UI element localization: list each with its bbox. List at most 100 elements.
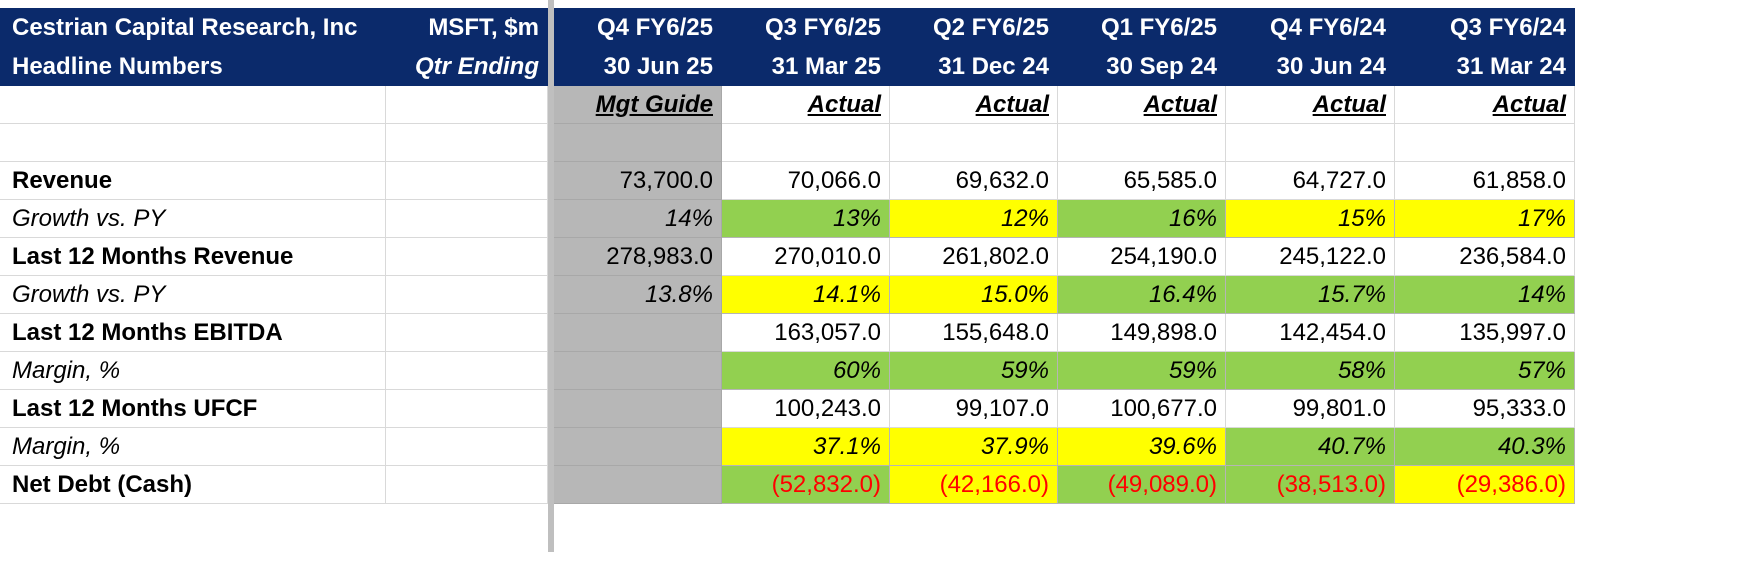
- value-cell[interactable]: 40.3%: [1395, 428, 1575, 466]
- value-cell[interactable]: 73,700.0: [554, 162, 722, 200]
- column-date-header[interactable]: 30 Jun 25: [554, 48, 722, 86]
- empty-cell[interactable]: [386, 352, 548, 390]
- value-cell[interactable]: 70,066.0: [722, 162, 890, 200]
- column-quarter-header[interactable]: Q2 FY6/25: [890, 8, 1058, 48]
- value-cell[interactable]: 58%: [1226, 352, 1395, 390]
- column-date-header[interactable]: 31 Mar 24: [1395, 48, 1575, 86]
- value-cell[interactable]: 261,802.0: [890, 238, 1058, 276]
- value-cell[interactable]: 95,333.0: [1395, 390, 1575, 428]
- empty-cell[interactable]: [1226, 124, 1395, 162]
- value-cell[interactable]: 37.9%: [890, 428, 1058, 466]
- value-cell[interactable]: [554, 428, 722, 466]
- value-cell[interactable]: 15.0%: [890, 276, 1058, 314]
- column-separator[interactable]: [548, 200, 554, 238]
- empty-cell[interactable]: [890, 124, 1058, 162]
- value-cell[interactable]: [554, 352, 722, 390]
- value-cell[interactable]: 15.7%: [1226, 276, 1395, 314]
- empty-cell[interactable]: [386, 314, 548, 352]
- row-label[interactable]: Growth vs. PY: [0, 276, 386, 314]
- empty-cell[interactable]: [386, 86, 548, 124]
- column-basis-label[interactable]: Actual: [722, 86, 890, 124]
- column-separator[interactable]: [548, 86, 554, 124]
- value-cell[interactable]: 163,057.0: [722, 314, 890, 352]
- empty-cell[interactable]: [386, 466, 548, 504]
- value-cell[interactable]: 135,997.0: [1395, 314, 1575, 352]
- value-cell[interactable]: 99,801.0: [1226, 390, 1395, 428]
- empty-cell[interactable]: [1058, 124, 1226, 162]
- empty-cell[interactable]: [0, 124, 386, 162]
- value-cell[interactable]: 61,858.0: [1395, 162, 1575, 200]
- column-quarter-header[interactable]: Q3 FY6/24: [1395, 8, 1575, 48]
- column-basis-label[interactable]: Actual: [890, 86, 1058, 124]
- value-cell[interactable]: 100,677.0: [1058, 390, 1226, 428]
- value-cell[interactable]: 59%: [890, 352, 1058, 390]
- column-separator[interactable]: [548, 466, 554, 504]
- empty-cell[interactable]: [386, 428, 548, 466]
- row-label[interactable]: Margin, %: [0, 352, 386, 390]
- row-label[interactable]: Last 12 Months UFCF: [0, 390, 386, 428]
- value-cell[interactable]: 254,190.0: [1058, 238, 1226, 276]
- value-cell[interactable]: 17%: [1395, 200, 1575, 238]
- empty-cell[interactable]: [1395, 124, 1575, 162]
- row-label[interactable]: Margin, %: [0, 428, 386, 466]
- column-date-header[interactable]: 30 Sep 24: [1058, 48, 1226, 86]
- empty-cell[interactable]: [386, 124, 548, 162]
- column-separator[interactable]: [548, 48, 554, 86]
- value-cell[interactable]: 16.4%: [1058, 276, 1226, 314]
- value-cell[interactable]: (42,166.0): [890, 466, 1058, 504]
- column-basis-label[interactable]: Mgt Guide: [554, 86, 722, 124]
- empty-cell[interactable]: [722, 124, 890, 162]
- empty-cell[interactable]: [0, 86, 386, 124]
- column-separator[interactable]: [548, 352, 554, 390]
- value-cell[interactable]: [554, 466, 722, 504]
- value-cell[interactable]: 149,898.0: [1058, 314, 1226, 352]
- value-cell[interactable]: 14.1%: [722, 276, 890, 314]
- value-cell[interactable]: 245,122.0: [1226, 238, 1395, 276]
- column-separator[interactable]: [548, 390, 554, 428]
- value-cell[interactable]: [554, 390, 722, 428]
- column-basis-label[interactable]: Actual: [1395, 86, 1575, 124]
- row-label[interactable]: Growth vs. PY: [0, 200, 386, 238]
- column-quarter-header[interactable]: Q4 FY6/24: [1226, 8, 1395, 48]
- value-cell[interactable]: 14%: [554, 200, 722, 238]
- value-cell[interactable]: 64,727.0: [1226, 162, 1395, 200]
- value-cell[interactable]: 13.8%: [554, 276, 722, 314]
- value-cell[interactable]: [554, 314, 722, 352]
- value-cell[interactable]: 39.6%: [1058, 428, 1226, 466]
- row-label[interactable]: Net Debt (Cash): [0, 466, 386, 504]
- value-cell[interactable]: 142,454.0: [1226, 314, 1395, 352]
- column-date-header[interactable]: 30 Jun 24: [1226, 48, 1395, 86]
- value-cell[interactable]: 13%: [722, 200, 890, 238]
- column-quarter-header[interactable]: Q3 FY6/25: [722, 8, 890, 48]
- value-cell[interactable]: 14%: [1395, 276, 1575, 314]
- ticker-units[interactable]: MSFT, $m: [386, 8, 548, 48]
- value-cell[interactable]: (29,386.0): [1395, 466, 1575, 504]
- value-cell[interactable]: 155,648.0: [890, 314, 1058, 352]
- column-separator[interactable]: [548, 8, 554, 48]
- row-label[interactable]: Last 12 Months Revenue: [0, 238, 386, 276]
- value-cell[interactable]: 40.7%: [1226, 428, 1395, 466]
- column-quarter-header[interactable]: Q4 FY6/25: [554, 8, 722, 48]
- value-cell[interactable]: 99,107.0: [890, 390, 1058, 428]
- value-cell[interactable]: 57%: [1395, 352, 1575, 390]
- column-basis-label[interactable]: Actual: [1058, 86, 1226, 124]
- value-cell[interactable]: (49,089.0): [1058, 466, 1226, 504]
- value-cell[interactable]: 15%: [1226, 200, 1395, 238]
- empty-cell[interactable]: [554, 124, 722, 162]
- value-cell[interactable]: 270,010.0: [722, 238, 890, 276]
- report-subtitle[interactable]: Headline Numbers: [0, 48, 386, 86]
- value-cell[interactable]: 100,243.0: [722, 390, 890, 428]
- value-cell[interactable]: 236,584.0: [1395, 238, 1575, 276]
- value-cell[interactable]: (52,832.0): [722, 466, 890, 504]
- row-label[interactable]: Revenue: [0, 162, 386, 200]
- column-date-header[interactable]: 31 Dec 24: [890, 48, 1058, 86]
- value-cell[interactable]: 37.1%: [722, 428, 890, 466]
- empty-cell[interactable]: [386, 276, 548, 314]
- column-separator[interactable]: [548, 238, 554, 276]
- row-label[interactable]: Last 12 Months EBITDA: [0, 314, 386, 352]
- column-date-header[interactable]: 31 Mar 25: [722, 48, 890, 86]
- column-separator[interactable]: [548, 428, 554, 466]
- column-separator[interactable]: [548, 124, 554, 162]
- value-cell[interactable]: 12%: [890, 200, 1058, 238]
- value-cell[interactable]: 69,632.0: [890, 162, 1058, 200]
